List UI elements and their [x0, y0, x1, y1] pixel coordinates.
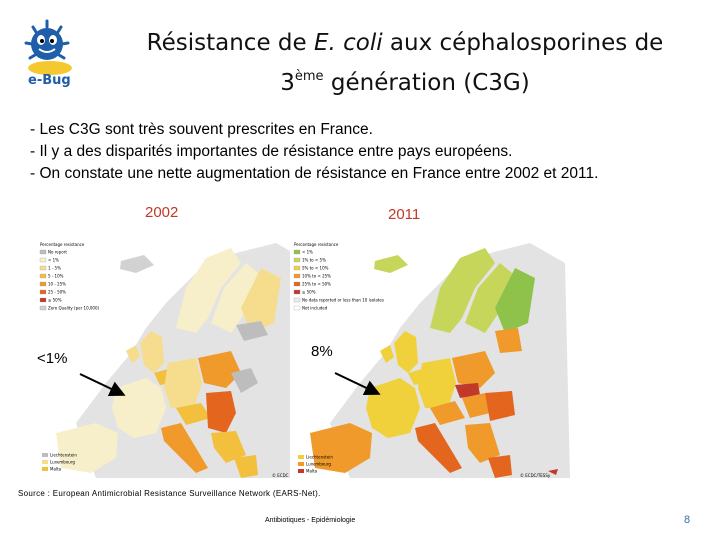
map-credit: © ECDC [272, 473, 289, 478]
legend-label: 5% to < 10% [302, 266, 329, 271]
legend-label: 10% to < 25% [302, 274, 331, 279]
title-italic: E. coli [313, 30, 383, 56]
france-value-2002: <1% [37, 350, 68, 367]
year-label-2011: 2011 [388, 206, 421, 223]
legend-label: Zero Quality (per 10,000) [48, 306, 100, 311]
legend-label: No data reported or less than 10 isolate… [302, 298, 384, 303]
map-credit: © ECDC/TESSy [520, 473, 551, 478]
legend-swatch [293, 249, 301, 255]
small-countries-legend: Liechtenstein Luxembourg Malta [42, 453, 77, 472]
legend-swatch [39, 273, 47, 279]
legend-swatch [39, 281, 47, 287]
legend-label: 5 - 10% [48, 274, 64, 279]
legend-label: 25% to < 50% [302, 282, 331, 287]
legend-label: ≥ 50% [302, 290, 316, 295]
legend-label: 10 - 25% [48, 282, 66, 287]
legend-small-country: Luxembourg [306, 462, 331, 467]
legend-swatch [39, 289, 47, 295]
europe-map-2002: Percentage resistance No report < 1% 1 - 5… [36, 233, 318, 483]
legend-swatch [39, 297, 47, 303]
year-label-2002: 2002 [145, 204, 179, 221]
title-line2-post: génération (C3G) [323, 70, 530, 96]
legend-label: < 1% [302, 250, 313, 255]
title-part2: aux céphalosporines de [382, 30, 664, 56]
legend-small-country: Liechtenstein [50, 453, 77, 458]
legend-small-country: Malta [50, 467, 62, 472]
map-legend-2002: Percentage resistance No report < 1% 1 - 5… [38, 241, 100, 316]
legend-small-country: Liechtenstein [306, 455, 333, 460]
legend-swatch [293, 265, 301, 271]
legend-swatch [293, 289, 301, 295]
legend-label: < 1% [48, 258, 59, 263]
legend-small-country: Malta [306, 469, 318, 474]
legend-swatch [293, 305, 301, 311]
map-legend-2011: Percentage resistance < 1% 1% to < 5% 5% t… [292, 241, 384, 321]
legend-swatch [39, 249, 47, 255]
bullet-item: - Il y a des disparités importantes de r… [30, 143, 513, 160]
legend-label: Not included [302, 306, 328, 311]
bullet-item: - Les C3G sont très souvent prescrites e… [30, 121, 373, 138]
bug-logo-icon [24, 19, 72, 75]
legend-swatch [39, 265, 47, 271]
footer-text: Antibiotiques - Epidémiologie [265, 517, 356, 524]
slide-title: Résistance de E. coli aux céphalosporine… [100, 26, 710, 100]
page-number: 8 [684, 514, 691, 526]
europe-map-2011: Percentage resistance < 1% 1% to < 5% 5% t… [290, 233, 572, 483]
legend-title: Percentage resistance [40, 242, 85, 247]
legend-label: ≥ 50% [48, 298, 62, 303]
legend-swatch [39, 305, 47, 311]
e-bug-logo: e-Bug [24, 19, 72, 88]
france-value-2011: 8% [311, 343, 333, 360]
logo-text: e-Bug [28, 73, 71, 88]
legend-label: 25 - 50% [48, 290, 66, 295]
small-countries-legend: Liechtenstein Luxembourg Malta [298, 455, 333, 474]
bullet-list: - Les C3G sont très souvent prescrites e… [30, 119, 710, 185]
legend-swatch [293, 297, 301, 303]
source-note: Source : European Antimicrobial Resistan… [18, 489, 321, 498]
legend-title: Percentage resistance [294, 242, 339, 247]
legend-label: 1 - 5% [48, 266, 61, 271]
legend-label: No report [48, 250, 67, 255]
legend-label: 1% to < 5% [302, 258, 326, 263]
legend-small-country: Luxembourg [50, 460, 75, 465]
legend-swatch [293, 273, 301, 279]
bullet-item: - On constate une nette augmentation de … [30, 165, 599, 182]
legend-swatch [293, 257, 301, 263]
legend-swatch [293, 281, 301, 287]
legend-swatch [39, 257, 47, 263]
title-sup: ème [294, 69, 324, 84]
title-line2-pre: 3 [280, 70, 295, 96]
title-part1: Résistance de [146, 30, 314, 56]
